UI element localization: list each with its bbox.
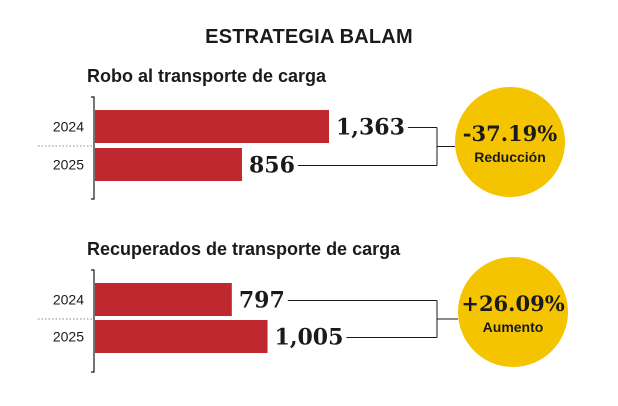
main-title: ESTRATEGIA BALAM xyxy=(205,26,413,48)
panel-robo-value-label-2024: 1,363 xyxy=(336,115,405,141)
panel-recuperados-change-label: Aumento xyxy=(483,319,544,335)
panel-recuperados-bar-2024 xyxy=(95,283,232,316)
panel-robo-axis-line xyxy=(91,96,95,200)
panel-robo-change-label: Reducción xyxy=(474,149,546,165)
panel-recuperados-value-label-2024: 797 xyxy=(239,288,285,314)
panel-recuperados-year-label-2025: 2025 xyxy=(53,329,84,345)
panel-recuperados-year-label-2024: 2024 xyxy=(53,292,84,308)
panel-recuperados-change-percent: +26.09% xyxy=(461,291,564,316)
panel-robo-value-label-2025: 856 xyxy=(249,153,295,179)
panel-robo-change-badge xyxy=(455,87,565,197)
panel-robo-year-label-2025: 2025 xyxy=(53,157,84,173)
panel-recuperados-axis-line xyxy=(91,269,95,373)
panel-recuperados-change-badge xyxy=(458,257,568,367)
panel-robo-change-percent: -37.19% xyxy=(463,121,557,146)
panel-title-robo: Robo al transporte de carga xyxy=(87,66,327,86)
panel-title-recuperados: Recuperados de transporte de carga xyxy=(87,239,401,259)
panel-recuperados-bar-2025 xyxy=(95,320,268,353)
panel-recuperados-value-label-2025: 1,005 xyxy=(275,325,344,351)
panel-robo-year-label-2024: 2024 xyxy=(53,119,84,135)
panel-robo-bar-2025 xyxy=(95,148,242,181)
panel-robo-bar-2024 xyxy=(95,110,329,143)
